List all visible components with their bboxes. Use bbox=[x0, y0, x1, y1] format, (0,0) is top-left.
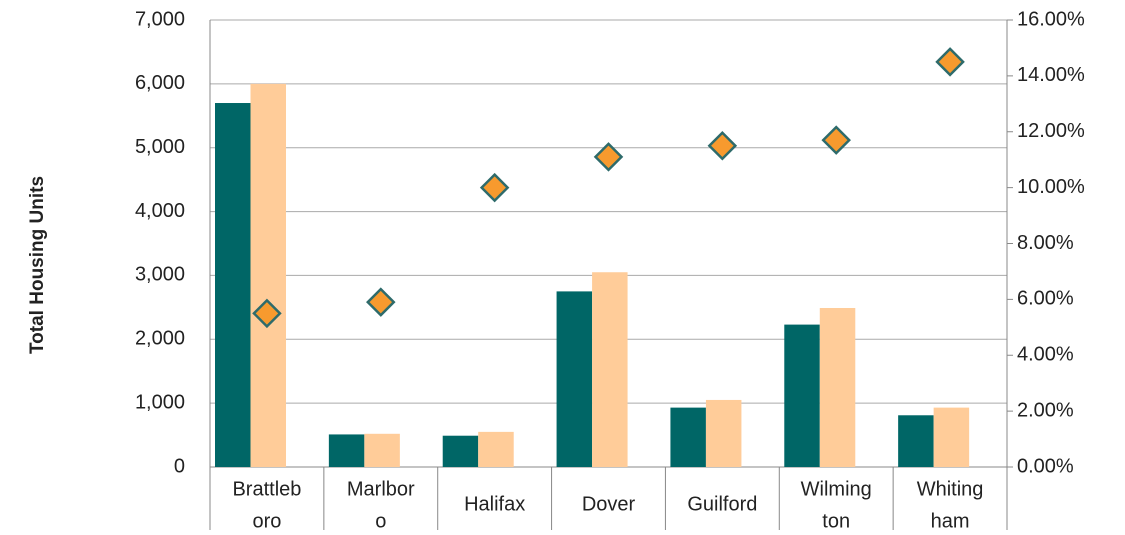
y2-tick-label: 6.00% bbox=[1017, 288, 1074, 310]
bar bbox=[556, 291, 593, 467]
bar bbox=[592, 272, 628, 467]
x-tick-label: Brattleb bbox=[232, 478, 301, 500]
x-tick-label: Guilford bbox=[687, 493, 757, 515]
diamond-marker bbox=[366, 287, 396, 317]
bar bbox=[478, 431, 514, 467]
diamond-marker bbox=[935, 47, 965, 77]
y-tick-label: 3,000 bbox=[135, 264, 185, 286]
diamond-marker bbox=[593, 142, 624, 172]
x-tick-label: Marlbor bbox=[347, 478, 415, 500]
diamond-marker bbox=[479, 172, 510, 203]
x-tick-label: Dover bbox=[582, 493, 636, 515]
y-tick-label: 0 bbox=[174, 455, 185, 477]
y2-tick-label: 12.00% bbox=[1017, 120, 1085, 142]
y2-tick-label: 0.00% bbox=[1017, 455, 1074, 477]
bar bbox=[215, 103, 251, 467]
y-tick-label: 4,000 bbox=[135, 200, 185, 222]
y-tick-label: 1,000 bbox=[135, 391, 185, 413]
bar bbox=[670, 407, 706, 467]
diamond-marker bbox=[252, 298, 282, 329]
bar bbox=[933, 407, 970, 467]
x-tick-label: oro bbox=[252, 510, 281, 532]
bar bbox=[328, 434, 365, 467]
y2-tick-label: 16.00% bbox=[1017, 8, 1085, 30]
x-tick-label: Wilming bbox=[801, 478, 872, 500]
x-tick-label: Halifax bbox=[464, 493, 525, 515]
y2-tick-label: 4.00% bbox=[1017, 344, 1074, 366]
x-tick-label: ton bbox=[822, 510, 850, 532]
x-tick-label: o bbox=[375, 510, 386, 532]
y-axis-label: Total Housing Units bbox=[27, 176, 48, 354]
diamond-marker bbox=[821, 125, 851, 155]
y-tick-label: 6,000 bbox=[135, 72, 185, 94]
y2-tick-label: 8.00% bbox=[1017, 232, 1074, 254]
bar bbox=[364, 433, 400, 467]
y2-tick-label: 14.00% bbox=[1017, 64, 1085, 86]
bar bbox=[784, 324, 820, 467]
diamond-marker bbox=[707, 130, 738, 161]
y-tick-label: 2,000 bbox=[135, 328, 185, 350]
y2-tick-label: 2.00% bbox=[1017, 399, 1074, 421]
bar bbox=[705, 399, 742, 467]
x-tick-label: ham bbox=[931, 510, 970, 532]
y2-tick-label: 10.00% bbox=[1017, 176, 1085, 198]
bar bbox=[442, 435, 479, 467]
bar bbox=[819, 307, 856, 467]
y-tick-label: 7,000 bbox=[135, 8, 185, 30]
bar bbox=[250, 83, 286, 467]
y-tick-label: 5,000 bbox=[135, 136, 185, 158]
bar bbox=[898, 415, 934, 467]
x-tick-label: Whiting bbox=[917, 478, 984, 500]
